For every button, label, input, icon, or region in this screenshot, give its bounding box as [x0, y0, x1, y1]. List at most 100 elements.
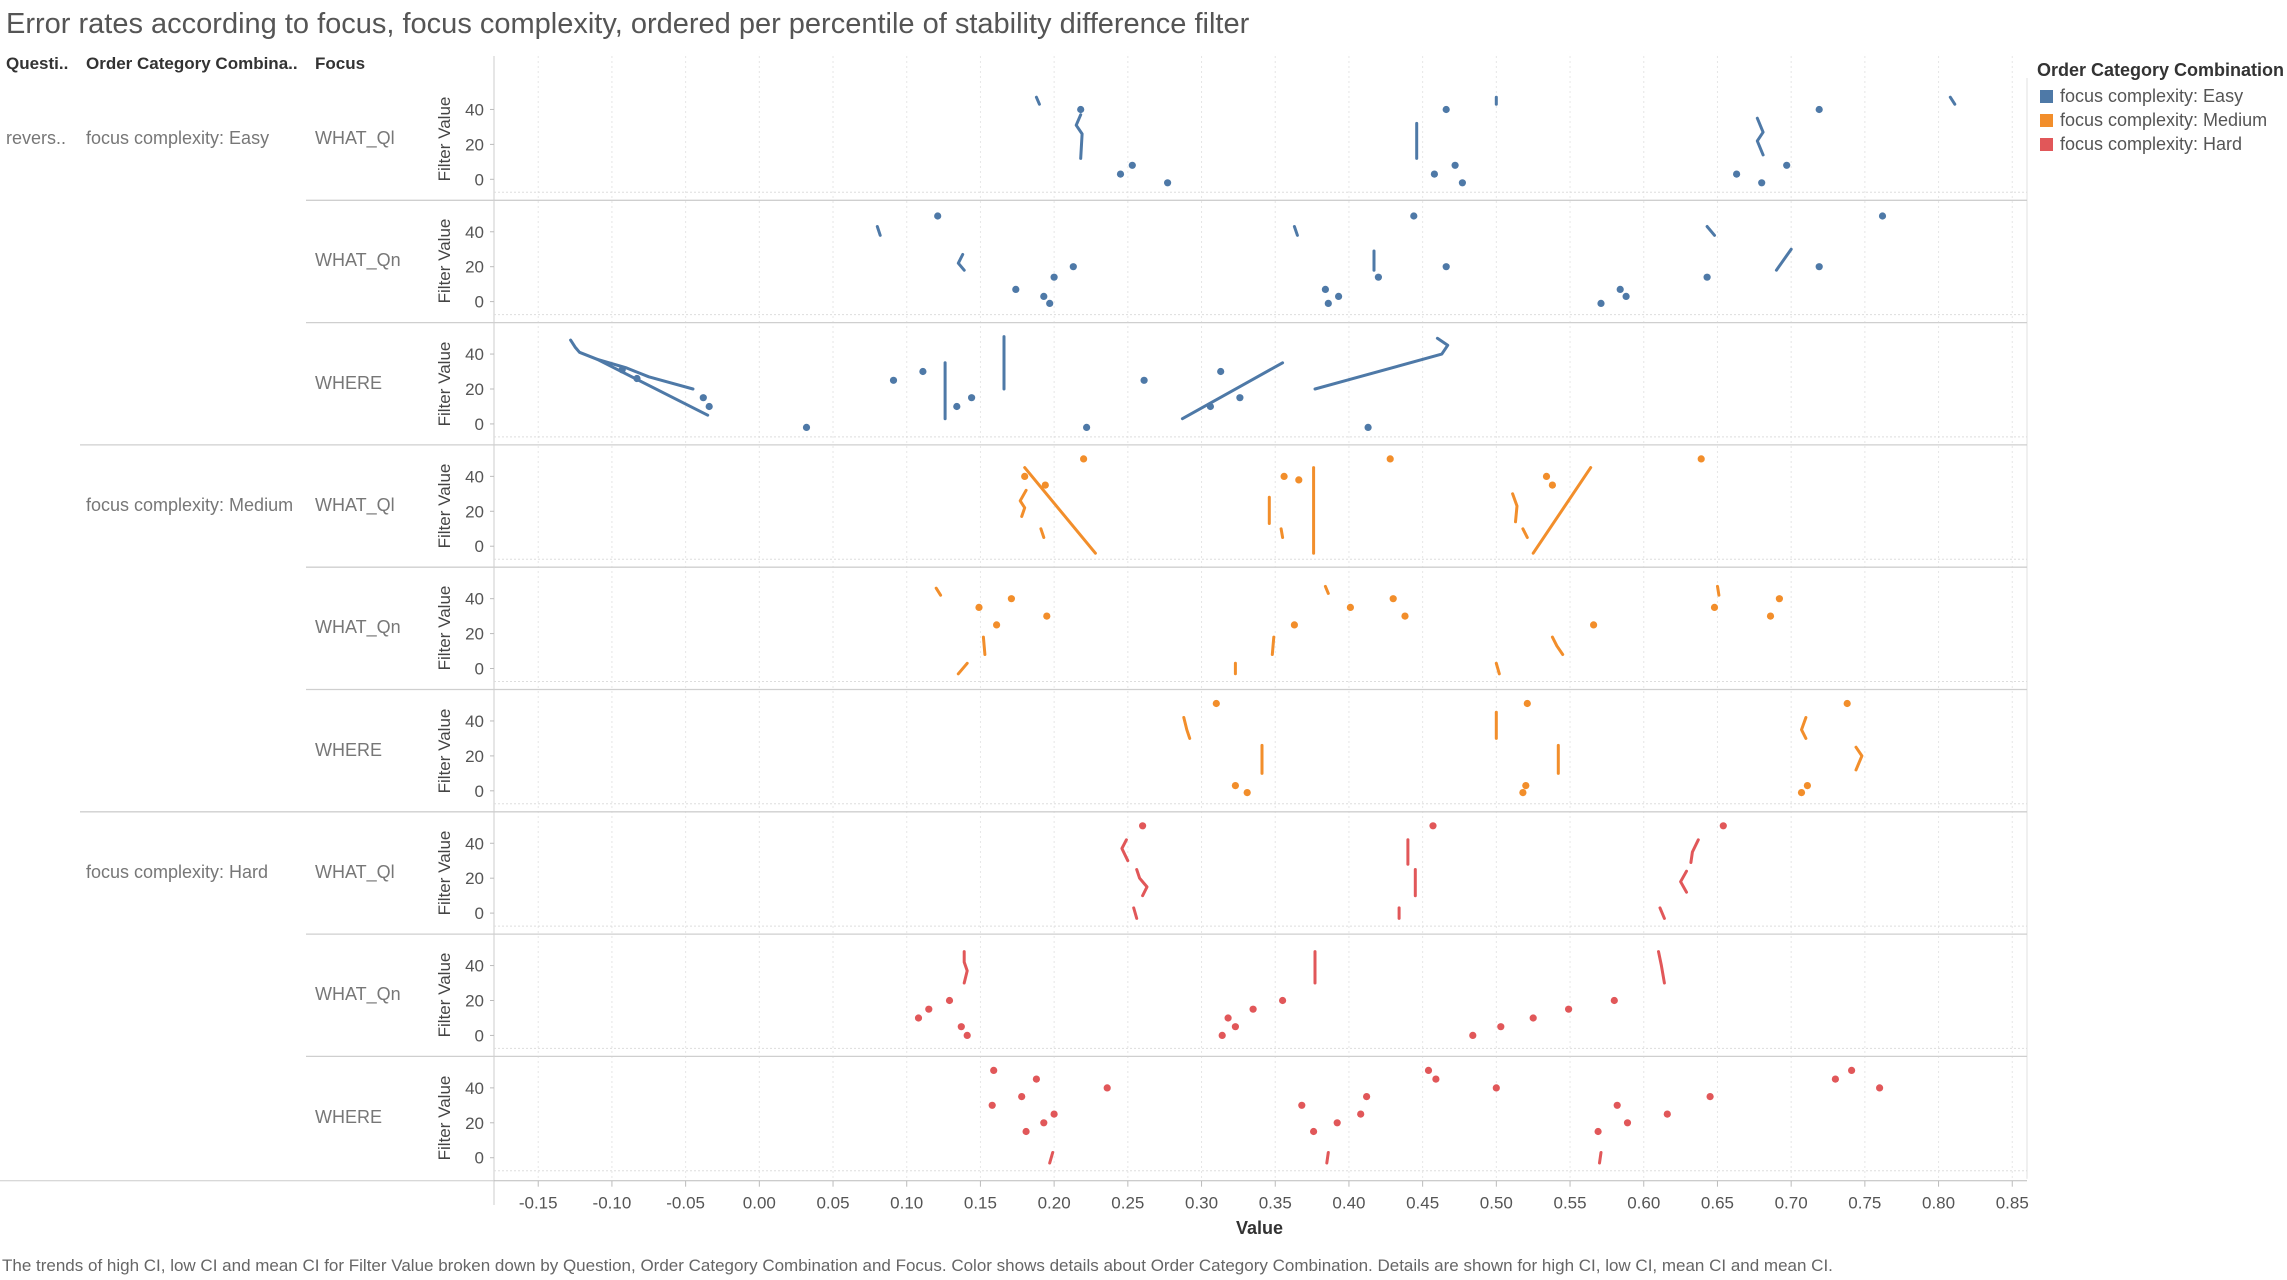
data-point: [1206, 402, 1214, 411]
data-point: [1321, 285, 1329, 293]
data-point: [1815, 105, 1823, 114]
data-point: [1565, 1005, 1573, 1013]
data-point: [1140, 376, 1148, 384]
data-point: [1597, 299, 1605, 307]
data-point: [1697, 455, 1705, 463]
legend-swatch-hard: [2040, 138, 2053, 151]
series-line: [1182, 716, 1192, 740]
series-line: [1657, 950, 1666, 985]
y-axis-label: Filter Value: [435, 1075, 454, 1160]
data-point: [1041, 481, 1049, 489]
data-point: [957, 1023, 965, 1031]
data-point: [1335, 292, 1343, 300]
question-value-label: revers..: [6, 128, 67, 148]
column-header-focus[interactable]: Focus: [315, 54, 366, 73]
legend-label-medium: focus complexity: Medium: [2060, 110, 2268, 130]
data-point: [1389, 595, 1397, 603]
data-point: [1357, 1110, 1365, 1118]
y-tick-label: 20: [465, 258, 484, 277]
data-point: [1616, 285, 1624, 293]
data-point: [1522, 782, 1530, 790]
data-point: [1542, 472, 1551, 480]
data-point: [1116, 170, 1125, 178]
data-point: [1243, 789, 1251, 797]
x-tick-label: 0.40: [1332, 1194, 1365, 1213]
legend-label-easy: focus complexity: Easy: [2060, 86, 2244, 106]
series-line: [1550, 635, 1565, 656]
data-point: [1128, 161, 1136, 169]
data-point: [1363, 1093, 1371, 1101]
data-point: [1164, 179, 1172, 187]
x-tick-label: 0.60: [1627, 1194, 1660, 1213]
column-header-order-category[interactable]: Order Category Combina..: [86, 54, 298, 73]
chart-caption: The trends of high CI, low CI and mean C…: [2, 1256, 1833, 1275]
x-tick-label: 0.80: [1922, 1194, 1955, 1213]
series-line: [1023, 466, 1097, 555]
data-point: [1429, 822, 1437, 830]
data-point: [1878, 212, 1887, 220]
data-point: [1797, 789, 1806, 797]
data-point: [1803, 782, 1811, 790]
data-point: [993, 621, 1001, 629]
y-tick-label: 0: [475, 1026, 484, 1045]
focus-label: WHERE: [315, 1106, 382, 1127]
data-point: [1458, 179, 1466, 187]
y-tick-label: 40: [465, 100, 484, 119]
column-header-question[interactable]: Questi..: [6, 54, 69, 73]
legend-item-medium[interactable]: focus complexity: Medium: [2040, 110, 2267, 131]
y-axis-label: Filter Value: [435, 830, 454, 916]
series-line: [1325, 1151, 1330, 1165]
data-point: [1876, 1084, 1884, 1092]
data-point: [1295, 476, 1303, 484]
focus-label: WHERE: [315, 372, 382, 393]
legend-label-hard: focus complexity: Hard: [2060, 134, 2243, 154]
series-line: [1323, 584, 1330, 595]
data-point: [1410, 212, 1418, 220]
y-tick-label: 20: [465, 380, 484, 399]
y-tick-label: 40: [465, 834, 484, 853]
y-tick-label: 40: [465, 467, 484, 486]
legend-item-easy[interactable]: focus complexity: Easy: [2040, 86, 2243, 107]
series-line: [1279, 527, 1285, 539]
data-point: [1374, 273, 1382, 281]
data-point: [1848, 1066, 1856, 1074]
data-point: [1733, 170, 1741, 178]
data-point: [968, 394, 976, 402]
data-point: [705, 402, 713, 411]
data-point: [1710, 603, 1719, 612]
data-point: [1775, 595, 1783, 603]
data-point: [1217, 367, 1225, 376]
y-tick-label: 40: [465, 590, 484, 609]
y-tick-label: 40: [465, 1079, 484, 1098]
y-axis-label: Filter Value: [435, 341, 454, 427]
data-point: [1622, 292, 1630, 300]
series-line: [1716, 584, 1721, 597]
y-axis-label: Filter Value: [435, 952, 454, 1038]
data-point: [1018, 1093, 1026, 1101]
series-line: [956, 661, 969, 676]
data-point: [1590, 621, 1598, 629]
legend-item-hard[interactable]: focus complexity: Hard: [2040, 134, 2242, 155]
data-point: [1719, 822, 1727, 830]
order-category-label: focus complexity: Hard: [86, 861, 269, 882]
x-tick-label: 0.55: [1554, 1194, 1587, 1213]
focus-label: WHERE: [315, 739, 382, 760]
data-point: [1231, 1023, 1239, 1031]
chart-title: Error rates according to focus, focus co…: [6, 8, 1250, 40]
order-category-label: focus complexity: Easy: [86, 128, 270, 149]
data-point: [1080, 455, 1088, 463]
data-point: [1831, 1075, 1839, 1083]
y-tick-label: 0: [475, 537, 484, 556]
series-line: [1705, 225, 1716, 237]
data-point: [1492, 1084, 1500, 1092]
data-point: [1432, 1075, 1440, 1083]
series-line: [1531, 466, 1593, 555]
data-point: [1012, 285, 1020, 293]
data-point: [1279, 996, 1287, 1005]
data-point: [1758, 179, 1766, 187]
data-point: [1043, 612, 1051, 620]
series-line: [1292, 225, 1299, 237]
data-point: [1139, 822, 1147, 830]
series-line: [1039, 527, 1046, 539]
